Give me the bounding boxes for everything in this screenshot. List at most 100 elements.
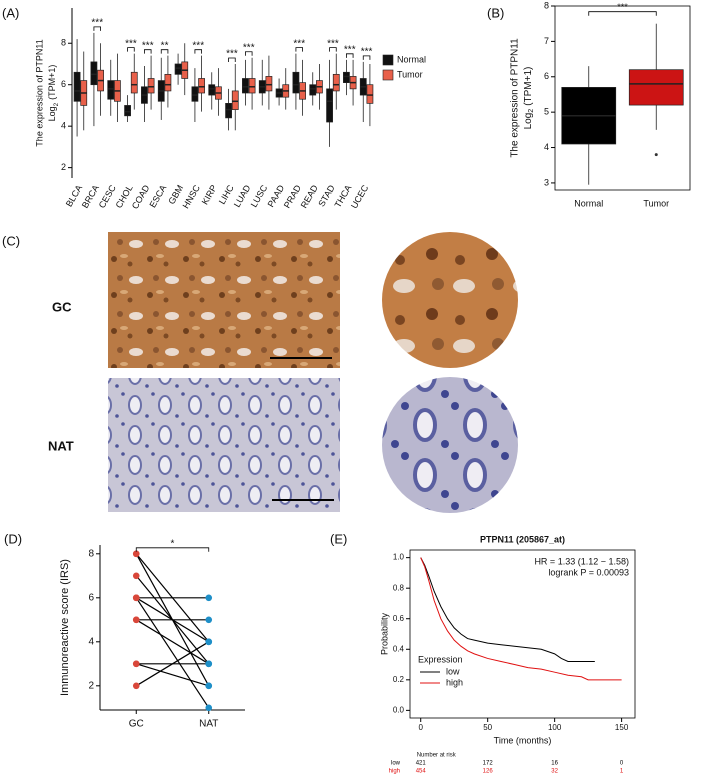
significance-bracket xyxy=(228,57,236,62)
significance-label: *** xyxy=(344,44,356,55)
legend-label: high xyxy=(446,677,463,687)
y-tick-label: 0.0 xyxy=(393,705,405,714)
risk-count: 172 xyxy=(483,761,494,767)
point xyxy=(132,682,140,690)
panel-label: (B) xyxy=(487,5,504,20)
point xyxy=(132,616,140,624)
x-tick-label: 50 xyxy=(483,723,492,732)
legend-label: Tumor xyxy=(397,69,423,79)
histology-zoom xyxy=(382,377,518,513)
y-tick-label: 4 xyxy=(88,636,94,647)
box xyxy=(208,84,216,96)
significance-bracket xyxy=(160,49,169,54)
legend-label: low xyxy=(446,666,460,676)
y-axis-label: Probability xyxy=(379,612,389,655)
box xyxy=(326,88,333,123)
x-tick-label: KIRP xyxy=(200,183,219,206)
label-part: (TPM+1) xyxy=(523,67,534,106)
box xyxy=(343,71,350,83)
y-tick-label: 0.6 xyxy=(393,614,405,623)
significance-label: *** xyxy=(192,40,204,51)
y-tick-label: 4 xyxy=(544,142,549,152)
panel-label: (C) xyxy=(2,233,20,248)
significance-bracket xyxy=(362,55,371,60)
y-axis-label: The expression of PTPN11 xyxy=(510,38,521,158)
pair-line xyxy=(135,597,210,709)
significance-label: *** xyxy=(617,2,628,12)
box xyxy=(130,71,138,94)
significance-bracket xyxy=(588,11,657,16)
y-tick-label: 0.8 xyxy=(393,583,405,592)
histology-image xyxy=(108,378,340,512)
histology-zoom xyxy=(382,232,518,368)
box xyxy=(248,78,256,94)
box xyxy=(366,84,374,104)
point xyxy=(205,638,213,646)
box xyxy=(309,84,317,96)
box xyxy=(628,69,684,106)
y-tick-label: 2 xyxy=(61,162,66,172)
x-tick-label: NAT xyxy=(199,719,218,730)
box xyxy=(90,61,98,86)
significance-label: *** xyxy=(361,47,373,58)
x-tick-label: UCEC xyxy=(349,183,371,211)
plot-frame xyxy=(409,549,636,719)
y-axis-label: Log2 (TPM+1) xyxy=(47,65,59,122)
legend-swatch xyxy=(382,54,394,66)
box xyxy=(198,78,205,94)
row-label: NAT xyxy=(48,438,74,453)
panel-label: (D) xyxy=(4,531,22,546)
significance-bracket xyxy=(135,547,210,552)
x-tick-label: Tumor xyxy=(643,198,669,208)
panel-label: (A) xyxy=(2,5,19,20)
x-tick-label: GC xyxy=(129,719,144,730)
y-tick-label: 5 xyxy=(544,107,549,117)
point xyxy=(132,572,140,580)
significance-bracket xyxy=(194,49,202,54)
box xyxy=(231,90,239,110)
y-tick-label: 1.0 xyxy=(393,553,405,562)
risk-title: Number at risk xyxy=(417,753,457,759)
risk-count: 454 xyxy=(416,769,427,775)
chart-title: PTPN11 (205867_at) xyxy=(480,534,565,544)
x-tick-label: 150 xyxy=(615,723,629,732)
significance-label: ** xyxy=(161,40,169,51)
x-tick-label: HNSC xyxy=(181,183,203,211)
risk-row-label: high xyxy=(389,769,400,775)
box xyxy=(164,73,172,92)
label-part: (TPM+1) xyxy=(47,65,57,100)
y-tick-label: 8 xyxy=(61,38,66,48)
y-tick-label: 2 xyxy=(88,680,94,691)
significance-label: * xyxy=(171,538,175,549)
survival-curve xyxy=(420,557,622,681)
y-tick-label: 8 xyxy=(544,0,549,10)
label-part: Log xyxy=(47,106,57,121)
box xyxy=(191,86,199,102)
significance-bracket xyxy=(329,47,337,52)
significance-label: *** xyxy=(125,38,137,49)
point xyxy=(132,660,140,668)
risk-count: 1 xyxy=(620,769,624,775)
y-axis-label: Immunoreactive score (IRS) xyxy=(59,559,71,696)
panel-label: (E) xyxy=(330,531,347,546)
point xyxy=(205,682,213,690)
legend-label: Normal xyxy=(397,54,426,64)
significance-label: *** xyxy=(142,40,154,51)
y-tick-label: 6 xyxy=(61,79,66,89)
point xyxy=(205,594,213,602)
outlier xyxy=(654,153,658,157)
significance-bracket xyxy=(245,51,253,56)
significance-bracket xyxy=(127,47,135,52)
point xyxy=(205,704,213,712)
plot-frame xyxy=(554,5,691,191)
x-tick-label: ESCA xyxy=(147,183,168,209)
y-tick-label: 7 xyxy=(544,36,549,46)
point xyxy=(205,616,213,624)
annotation: logrank P = 0.00093 xyxy=(548,567,629,577)
legend-swatch xyxy=(382,69,394,81)
label-subscript: 2 xyxy=(53,102,60,106)
risk-count: 0 xyxy=(620,761,624,767)
x-tick-label: 0 xyxy=(418,723,423,732)
y-axis-label: The expression of PTPN11 xyxy=(34,39,44,146)
annotation: HR = 1.33 (1.12 − 1.58) xyxy=(534,556,629,566)
